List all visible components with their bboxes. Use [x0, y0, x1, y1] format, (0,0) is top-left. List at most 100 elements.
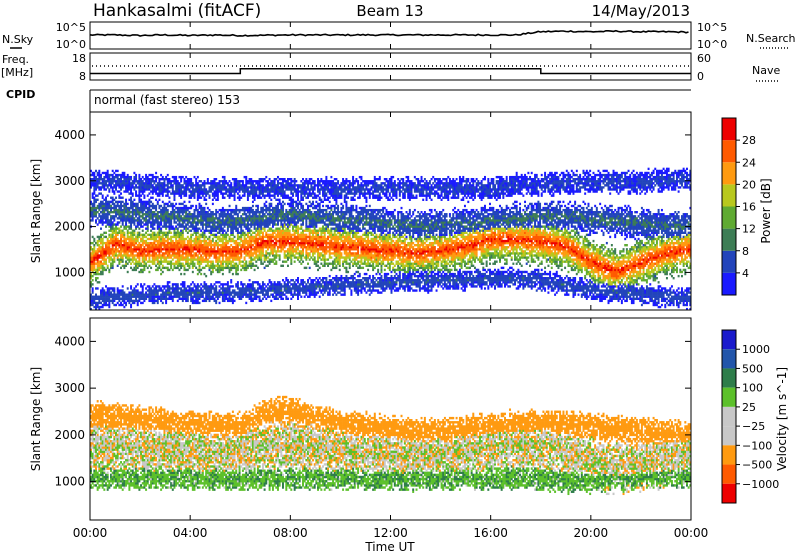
heatmap-cell — [115, 236, 117, 238]
heatmap-cell — [152, 192, 154, 194]
heatmap-cell — [97, 277, 99, 279]
heatmap-cell — [153, 242, 155, 244]
heatmap-cell — [160, 273, 162, 275]
heatmap-cell — [143, 261, 145, 263]
heatmap-cell — [93, 267, 95, 269]
heatmap-cell — [157, 213, 159, 215]
heatmap-cell — [125, 240, 127, 242]
heatmap-cell — [140, 195, 142, 197]
heatmap-cell — [120, 252, 122, 254]
heatmap-cell — [113, 172, 115, 174]
heatmap-cell — [147, 230, 149, 232]
heatmap-cell — [125, 223, 127, 225]
heatmap-cell — [123, 172, 125, 174]
heatmap-cell — [152, 285, 154, 287]
heatmap-cell — [117, 256, 119, 258]
heatmap-cell — [158, 199, 160, 201]
heatmap-cell — [92, 242, 94, 244]
heatmap-cell — [113, 261, 115, 263]
heatmap-cell — [138, 236, 140, 238]
heatmap-cell — [105, 199, 107, 201]
heatmap-cell — [153, 263, 155, 265]
heatmap-cell — [113, 219, 115, 221]
heatmap-cell — [130, 263, 132, 265]
heatmap-cell — [152, 174, 154, 176]
heatmap-cell — [153, 250, 155, 252]
heatmap-cell — [125, 205, 127, 207]
heatmap-cell — [115, 197, 117, 199]
heatmap-cell — [95, 209, 97, 211]
heatmap-cell — [92, 289, 94, 291]
heatmap-cell — [130, 223, 132, 225]
heatmap-cell — [147, 176, 149, 178]
heatmap-cell — [133, 234, 135, 236]
heatmap-cell — [108, 246, 110, 248]
heatmap-cell — [97, 304, 99, 306]
heatmap-cell — [125, 265, 127, 267]
heatmap-cell — [148, 256, 150, 258]
heatmap-cell — [102, 219, 104, 221]
heatmap-cell — [97, 271, 99, 273]
heatmap-cell — [97, 258, 99, 260]
heatmap-cell — [157, 203, 159, 205]
nsearch-label: N.Search — [746, 32, 796, 45]
heatmap-cell — [127, 174, 129, 176]
heatmap-cell — [133, 188, 135, 190]
heatmap-cell — [160, 258, 162, 260]
heatmap-cell — [137, 238, 139, 240]
heatmap-cell — [108, 203, 110, 205]
heatmap-cell — [100, 228, 102, 230]
heatmap-cell — [143, 209, 145, 211]
heatmap-cell — [138, 197, 140, 199]
heatmap-cell — [105, 263, 107, 265]
heatmap-cell — [108, 298, 110, 300]
heatmap-cell — [118, 300, 120, 302]
heatmap-cell — [153, 298, 155, 300]
cpid-text: normal (fast stereo) 153 — [94, 93, 240, 107]
heatmap-cell — [103, 289, 105, 291]
heatmap-cell — [152, 203, 154, 205]
heatmap-cell — [122, 258, 124, 260]
heatmap-cell — [102, 271, 104, 273]
heatmap-cell — [113, 291, 115, 293]
heatmap-cell — [115, 186, 117, 188]
heatmap-cell — [145, 258, 147, 260]
heatmap-cell — [112, 267, 114, 269]
heatmap-cell — [115, 215, 117, 217]
heatmap-cell — [102, 306, 104, 308]
heatmap-cell — [138, 256, 140, 258]
heatmap-cell — [133, 256, 135, 258]
heatmap-cell — [98, 172, 100, 174]
heatmap-cell — [130, 228, 132, 230]
heatmap-cell — [138, 213, 140, 215]
heatmap-cell — [97, 242, 99, 244]
heatmap-cell — [107, 172, 109, 174]
heatmap-cell — [127, 190, 129, 192]
heatmap-cell — [107, 267, 109, 269]
heatmap-cell — [100, 236, 102, 238]
heatmap-cell — [92, 304, 94, 306]
heatmap-cell — [130, 188, 132, 190]
heatmap-cell — [142, 215, 144, 217]
heatmap-cell — [150, 230, 152, 232]
heatmap-cell — [97, 195, 99, 197]
heatmap-cell — [148, 199, 150, 201]
heatmap-cell — [120, 192, 122, 194]
heatmap-cell — [105, 225, 107, 227]
heatmap-cell — [147, 225, 149, 227]
heatmap-cell — [92, 217, 94, 219]
heatmap-cell — [132, 215, 134, 217]
heatmap-cell — [92, 275, 94, 277]
heatmap-cell — [135, 250, 137, 252]
heatmap-cell — [120, 178, 122, 180]
heatmap-cell — [147, 223, 149, 225]
heatmap-cell — [135, 285, 137, 287]
heatmap-cell — [152, 178, 154, 180]
heatmap-cell — [105, 182, 107, 184]
heatmap-cell — [150, 209, 152, 211]
heatmap-cell — [95, 213, 97, 215]
heatmap-cell — [102, 246, 104, 248]
heatmap-cell — [112, 170, 114, 172]
heatmap-cell — [112, 197, 114, 199]
heatmap-cell — [118, 296, 120, 298]
